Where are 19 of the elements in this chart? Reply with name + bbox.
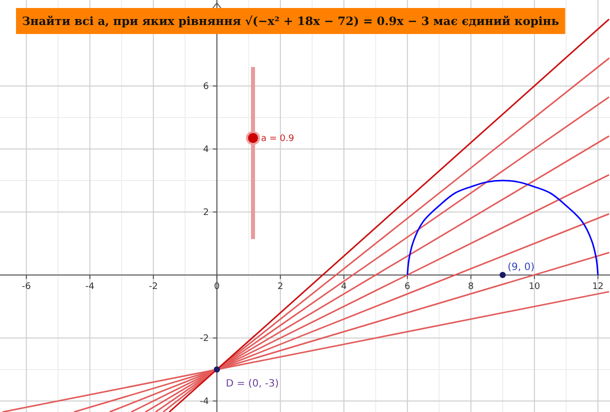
x-tick-label: 4 (341, 282, 348, 292)
annotation: a = 0.9 (261, 134, 294, 144)
annotation: D = (0, -3) (226, 378, 279, 390)
x-tick-label: 2 (278, 282, 284, 292)
line-series (406, 180, 599, 276)
x-tick-label: -2 (148, 282, 158, 292)
y-tick-label: 2 (203, 208, 209, 218)
annotation: (9, 0) (508, 262, 535, 273)
x-tick-label: -6 (22, 282, 32, 292)
text: Знайти всі a, при яких рівняння √(−x² + 18x − 72) = 0.9x − 3 має єдиний корінь (22, 14, 560, 28)
x-tick-label: 10 (528, 282, 540, 292)
x-tick-label: 6 (404, 282, 411, 292)
x-tick-label: 12 (592, 282, 604, 292)
y-tick-label: 4 (203, 144, 210, 155)
y-tick-label: 6 (203, 82, 210, 92)
y-tick-label: -4 (200, 396, 210, 407)
x-tick-label: 8 (468, 282, 474, 292)
y-tick-label: -2 (200, 334, 209, 344)
x-tick-label: -4 (85, 282, 95, 292)
